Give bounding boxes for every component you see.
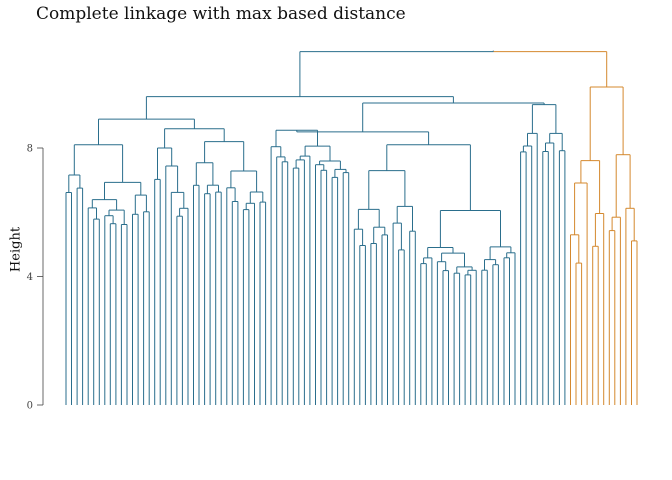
y-axis: 0 4 8 — [27, 144, 44, 412]
y-tick-label: 8 — [27, 144, 33, 155]
y-tick-label: 4 — [27, 272, 33, 283]
dendrogram-tree — [65, 50, 638, 405]
y-tick-label: 0 — [27, 401, 33, 412]
chart-title: Complete linkage with max based distance — [36, 4, 406, 24]
